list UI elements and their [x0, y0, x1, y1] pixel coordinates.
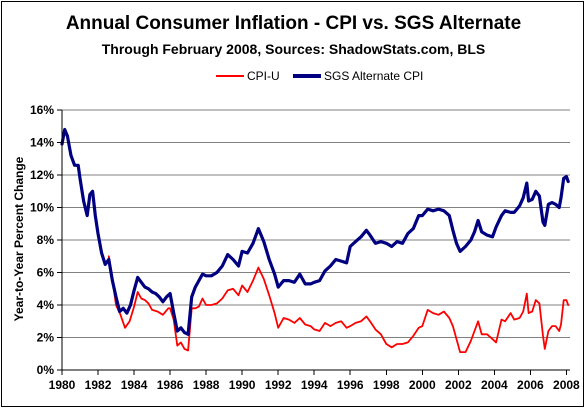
legend: CPI-U SGS Alternate CPI	[0, 66, 587, 86]
x-tick-label: 1984	[121, 378, 148, 392]
legend-label-sgs-alternate-cpi: SGS Alternate CPI	[324, 69, 424, 83]
legend-item-sgs-alternate-cpi: SGS Alternate CPI	[293, 66, 423, 86]
y-tick-label: 6%	[37, 266, 55, 280]
x-tick-label: 1998	[373, 378, 400, 392]
y-tick-label: 12%	[30, 168, 54, 182]
y-tick-label: 16%	[30, 103, 54, 117]
x-tick-label: 1996	[337, 378, 364, 392]
legend-label-cpi-u: CPI-U	[247, 69, 280, 83]
tick-label-layer: 0% 2% 4% 6% 8% 10% 12% 14% 16% 1980 1982 1984 1986 19…	[30, 103, 580, 392]
y-tick-label: 10%	[30, 201, 54, 215]
y-tick-label: 8%	[37, 233, 55, 247]
legend-swatch-sgs-alternate-cpi	[293, 74, 321, 78]
x-tick-label: 1988	[193, 378, 220, 392]
x-tick-label: 1990	[229, 378, 256, 392]
chart-subtitle: Through February 2008, Sources: ShadowSt…	[101, 41, 486, 57]
x-tick-label: 2008	[553, 378, 580, 392]
axis-layer	[57, 109, 570, 375]
chart-title: Annual Consumer Inflation - CPI vs. SGS …	[65, 13, 522, 34]
x-tick-label: 1986	[157, 378, 184, 392]
series-line-sgs-alternate-cpi	[60, 127, 570, 336]
legend-item-cpi-u: CPI-U	[216, 66, 280, 86]
y-tick-label: 2%	[37, 331, 55, 345]
x-tick-label: 2000	[409, 378, 436, 392]
y-tick-label: 0%	[37, 363, 55, 377]
x-tick-label: 2004	[481, 378, 508, 392]
series-layer	[60, 127, 570, 353]
series-line-cpi-u	[107, 255, 570, 353]
x-tick-label: 1980	[49, 378, 76, 392]
x-tick-label: 1994	[301, 378, 328, 392]
x-tick-label: 2002	[445, 378, 472, 392]
y-tick-label: 4%	[37, 298, 55, 312]
x-tick-label: 1992	[265, 378, 292, 392]
y-tick-label: 14%	[30, 136, 54, 150]
x-tick-label: 2006	[517, 378, 544, 392]
grid-layer	[62, 109, 570, 370]
x-tick-label: 1982	[85, 378, 112, 392]
legend-swatch-cpi-u	[216, 75, 244, 77]
